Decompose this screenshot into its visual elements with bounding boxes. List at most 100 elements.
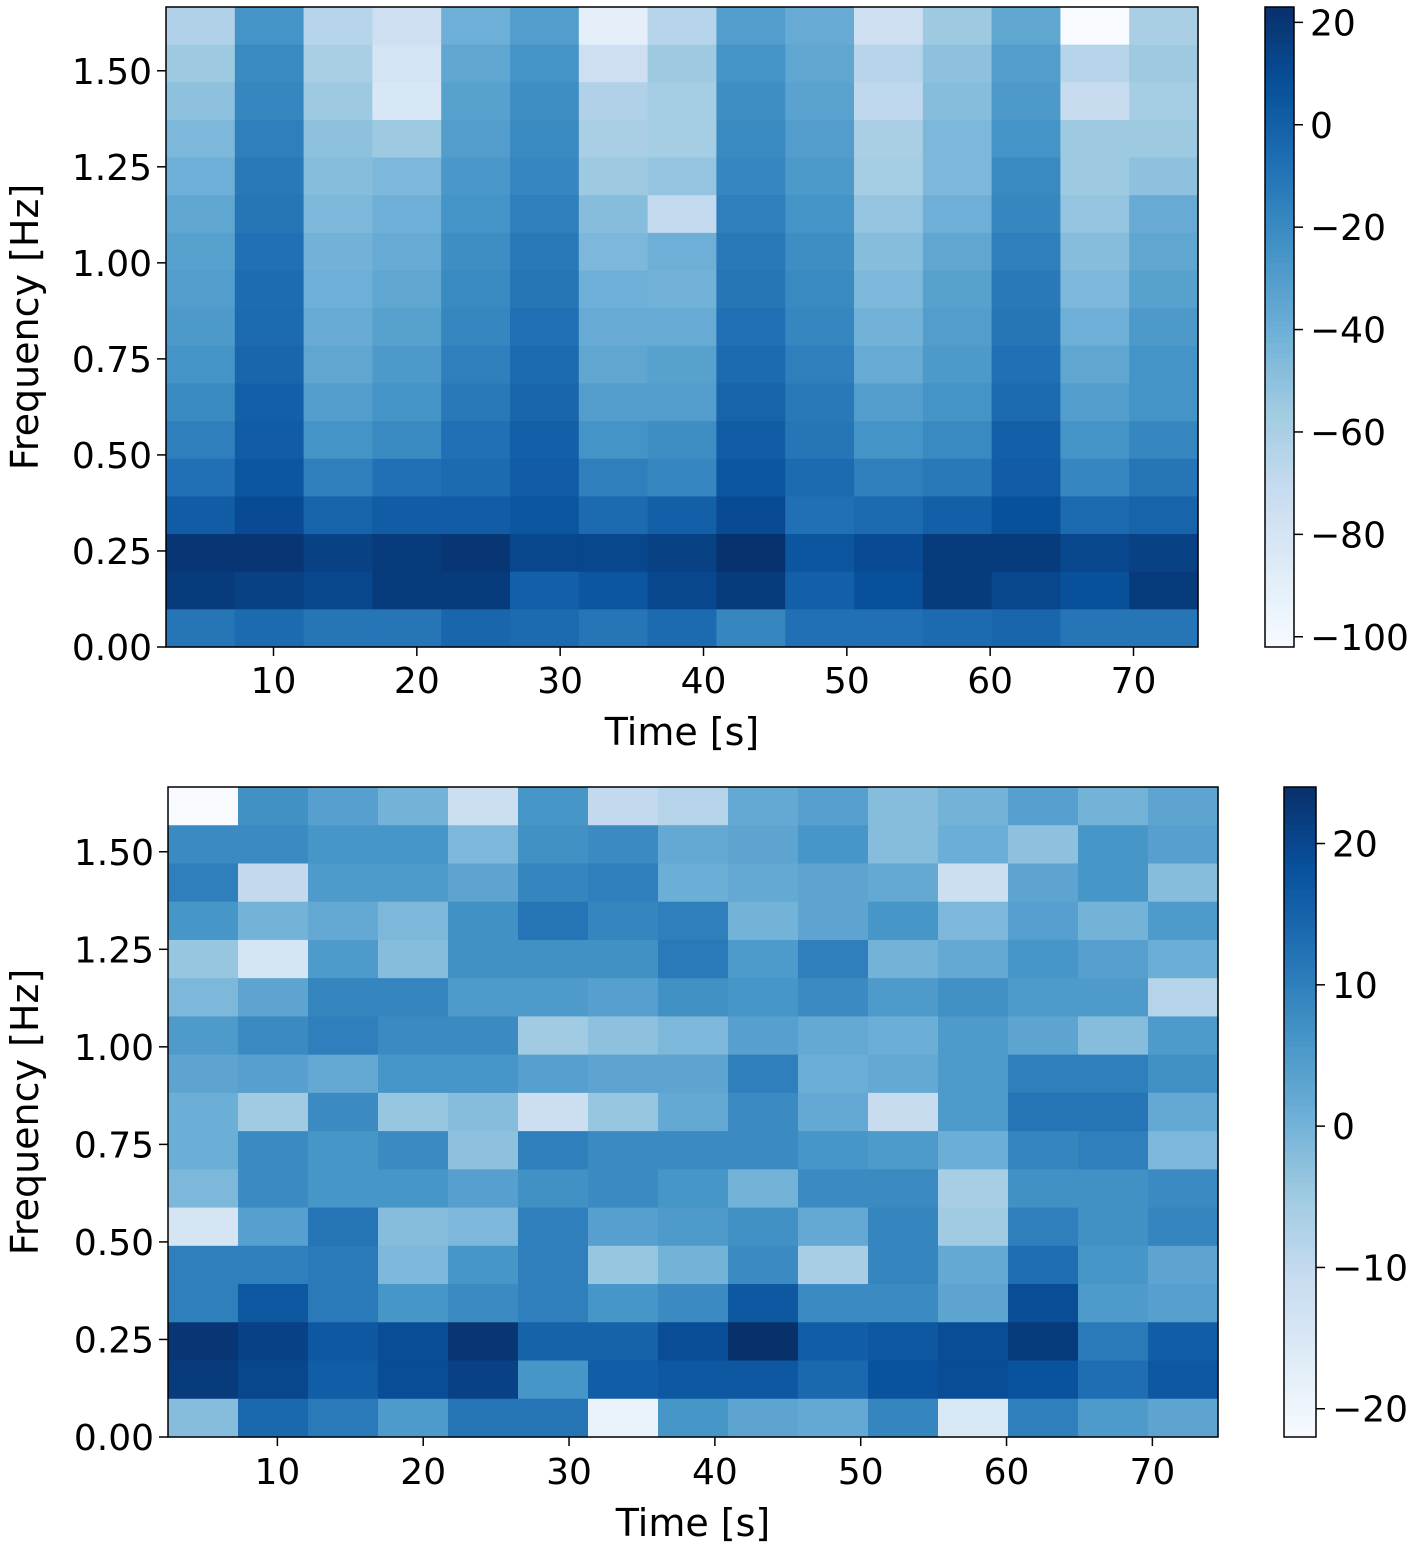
- y-tick-label: 0.25: [74, 1320, 154, 1361]
- colorbar-segment: [1284, 1014, 1316, 1021]
- x-tick-label: 50: [824, 661, 870, 702]
- heatmap-cell: [798, 825, 869, 865]
- heatmap-cell: [166, 534, 236, 573]
- colorbar-segment: [1265, 337, 1294, 344]
- heatmap-cell: [938, 901, 1009, 941]
- colorbar-segment: [1284, 1377, 1316, 1384]
- heatmap-cell: [166, 270, 236, 309]
- heatmap-cell: [372, 7, 442, 46]
- colorbar-segment: [1265, 604, 1294, 611]
- heatmap-cell: [448, 1245, 519, 1285]
- colorbar-segment: [1265, 364, 1294, 371]
- heatmap-cell: [441, 345, 511, 385]
- colorbar-segment: [1284, 1366, 1316, 1373]
- heatmap-cell: [1060, 496, 1130, 535]
- heatmap-cell: [578, 308, 649, 347]
- colorbar-segment: [1284, 1171, 1316, 1178]
- colorbar-segment: [1265, 60, 1294, 67]
- heatmap-cell: [922, 308, 993, 347]
- colorbar-segment: [1265, 433, 1294, 440]
- heatmap-cell: [510, 458, 580, 498]
- heatmap-cell: [798, 901, 869, 941]
- heatmap-cell: [938, 1131, 1009, 1170]
- heatmap-cell: [1129, 609, 1199, 648]
- colorbar-segment: [1265, 535, 1294, 541]
- heatmap-cell: [1148, 1131, 1219, 1170]
- heatmap-cell: [647, 496, 717, 535]
- colorbar-segment: [1265, 188, 1294, 195]
- heatmap-cell: [448, 1322, 519, 1362]
- colorbar-segment: [1265, 359, 1294, 365]
- heatmap-cell: [372, 609, 442, 648]
- heatmap-cell: [510, 119, 580, 159]
- heatmap-cell: [728, 901, 799, 941]
- heatmap-cell: [308, 1169, 379, 1209]
- colorbar-segment: [1265, 481, 1294, 488]
- colorbar-segment: [1265, 140, 1294, 147]
- heatmap-cell: [1078, 1016, 1149, 1056]
- heatmap-cell: [1148, 978, 1219, 1018]
- heatmap-cell: [441, 571, 511, 610]
- heatmap-cell: [785, 345, 855, 385]
- heatmap-cell: [510, 232, 580, 272]
- colorbar-segment: [1284, 819, 1316, 826]
- heatmap-cell: [166, 7, 236, 46]
- heatmap-cell: [938, 1016, 1009, 1056]
- heatmap-cell: [578, 496, 649, 535]
- heatmap-cell: [658, 1398, 729, 1438]
- colorbar-segment: [1284, 1009, 1316, 1016]
- heatmap-cell: [716, 345, 786, 385]
- heatmap-cell: [1078, 1131, 1149, 1170]
- heatmap-cell: [658, 1131, 729, 1170]
- colorbar-segment: [1265, 417, 1294, 424]
- colorbar-segment: [1284, 1149, 1316, 1156]
- heatmap-cell: [510, 270, 580, 309]
- heatmap-cell: [234, 308, 305, 347]
- heatmap-cell: [1129, 119, 1199, 159]
- heatmap-cell: [728, 1322, 799, 1362]
- colorbar-segment: [1284, 1399, 1316, 1406]
- heatmap-cell: [448, 863, 519, 903]
- heatmap-cell: [1148, 787, 1219, 826]
- heatmap-cell: [868, 863, 939, 903]
- heatmap-cell: [785, 7, 855, 46]
- colorbar-segment: [1284, 1252, 1316, 1259]
- heatmap-cell: [166, 157, 236, 196]
- heatmap-cell: [854, 44, 924, 83]
- colorbar-segment: [1284, 917, 1316, 924]
- heatmap-cell: [728, 863, 799, 903]
- heatmap-cell: [518, 1131, 589, 1170]
- heatmap-cell: [647, 458, 717, 498]
- heatmap-cell: [238, 1092, 309, 1132]
- colorbar-segment: [1284, 797, 1316, 804]
- heatmap-cell: [647, 421, 717, 460]
- colorbar-segment: [1284, 835, 1316, 842]
- heatmap-cell: [441, 195, 511, 234]
- heatmap-cell: [238, 1207, 309, 1247]
- heatmap-cell: [1078, 901, 1149, 941]
- colorbar-segment: [1265, 444, 1294, 451]
- colorbar-segment: [1284, 1036, 1316, 1043]
- x-tick-label: 70: [1129, 1452, 1175, 1493]
- colorbar-segment: [1284, 1409, 1316, 1416]
- heatmap-cell: [166, 496, 236, 535]
- heatmap-cell: [588, 939, 659, 979]
- heatmap-cell: [991, 270, 1061, 309]
- heatmap-cell: [372, 157, 442, 196]
- x-axis-label: Time [s]: [604, 710, 760, 754]
- colorbar-segment: [1265, 407, 1294, 413]
- colorbar-segment: [1265, 220, 1294, 227]
- heatmap-cell: [868, 1092, 939, 1132]
- colorbar-segment: [1265, 263, 1294, 269]
- heatmap-cell: [308, 787, 379, 826]
- heatmap-cell: [1148, 863, 1219, 903]
- colorbar-segment: [1265, 636, 1294, 643]
- colorbar-segment: [1265, 631, 1294, 637]
- heatmap-cell: [854, 7, 924, 46]
- heatmap-cell: [798, 1398, 869, 1438]
- heatmap-cell: [448, 787, 519, 826]
- colorbar-segment: [1265, 108, 1294, 115]
- colorbar-segment: [1265, 113, 1294, 120]
- heatmap-cell: [647, 534, 717, 573]
- heatmap-cell: [785, 157, 855, 196]
